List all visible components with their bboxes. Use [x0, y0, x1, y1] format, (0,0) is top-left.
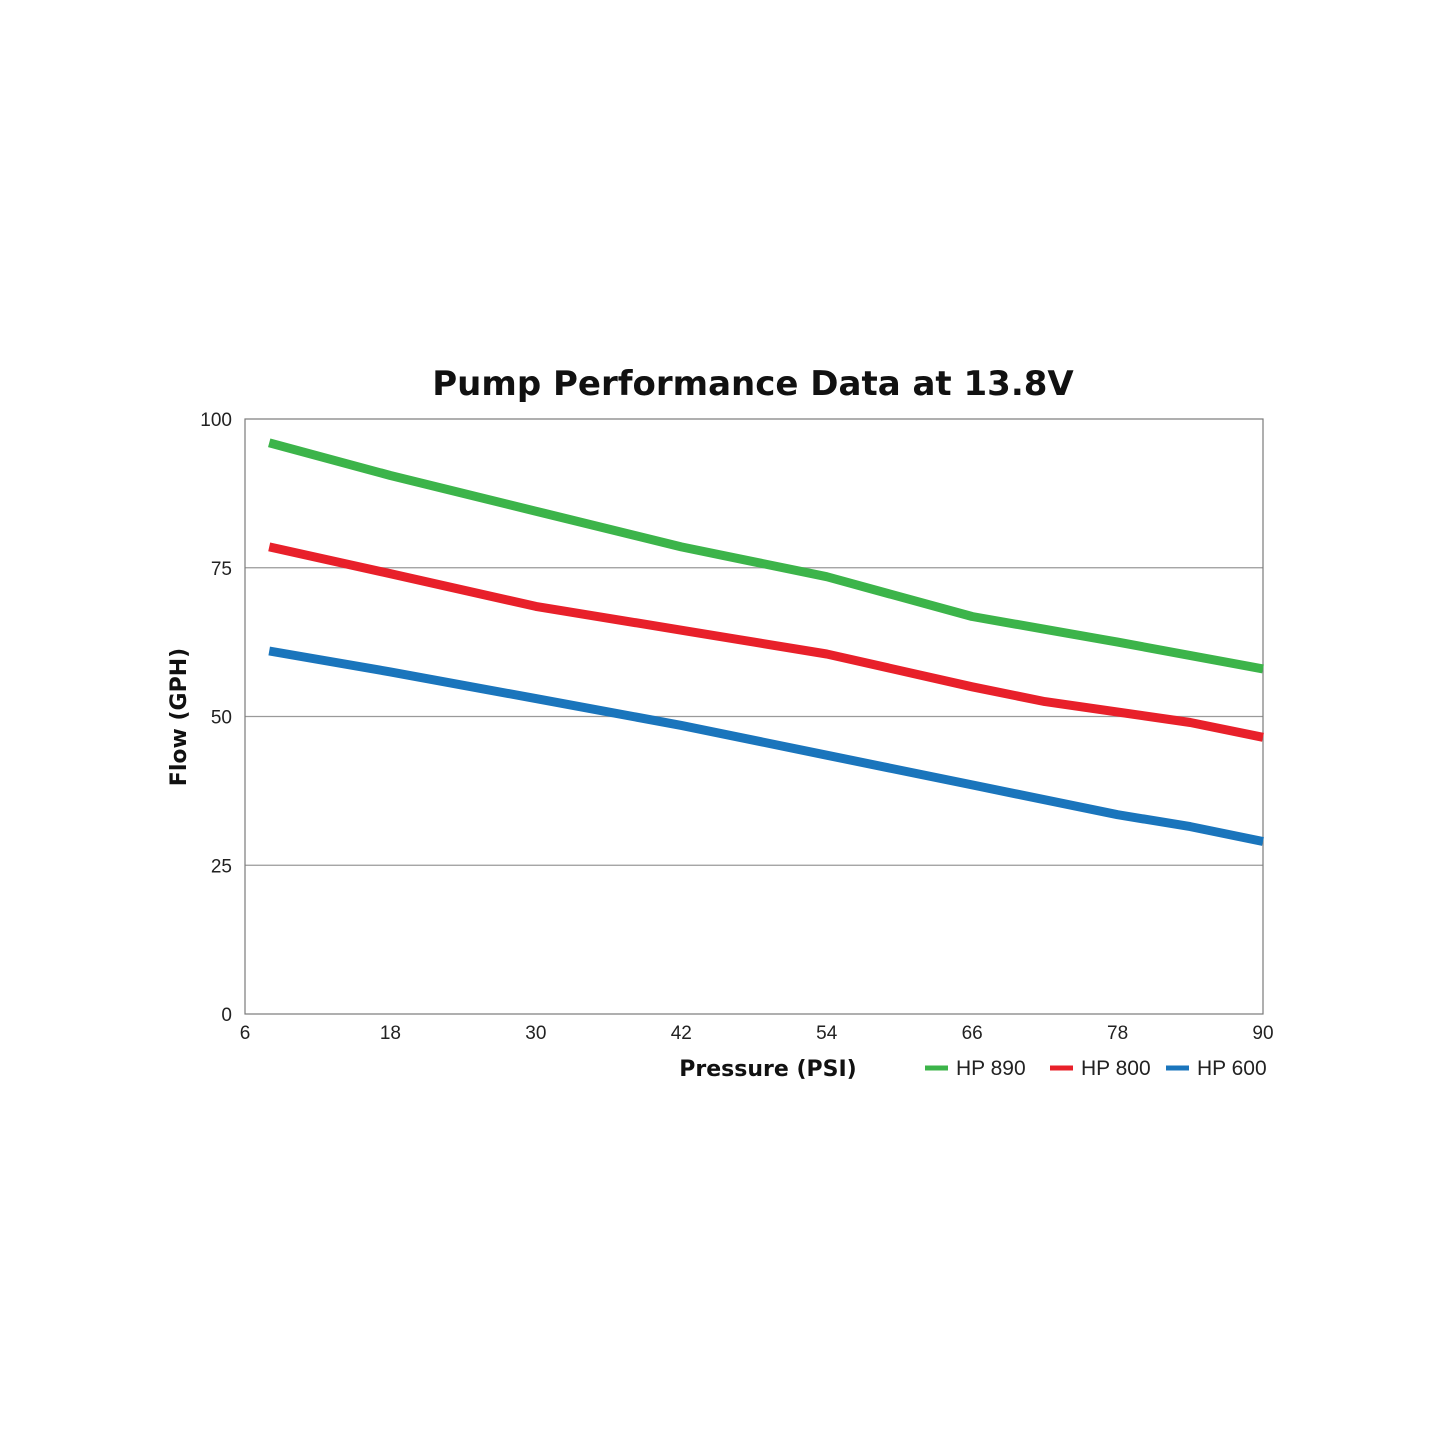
y-tick-label: 0 [221, 1005, 232, 1026]
x-tick-label: 54 [816, 1023, 838, 1044]
x-tick-label: 66 [962, 1023, 983, 1044]
y-tick-label: 75 [211, 559, 232, 580]
x-tick-label: 6 [240, 1023, 251, 1044]
legend-label: HP 600 [1197, 1057, 1267, 1080]
y-tick-labels: 0 25 50 75 100 [200, 410, 232, 1026]
x-tick-label: 18 [380, 1023, 401, 1044]
chart-title: Pump Performance Data at 13.8V [432, 364, 1074, 404]
plot-area-border [244, 418, 1264, 1015]
series-line-hp-890 [268, 438, 1264, 674]
series-lines [268, 438, 1264, 846]
legend-label: HP 800 [1081, 1057, 1151, 1080]
x-tick-label: 42 [671, 1023, 692, 1044]
legend-label: HP 890 [956, 1057, 1026, 1080]
series-line-hp-800 [268, 542, 1264, 742]
y-tick-label: 25 [211, 856, 232, 877]
gridlines [245, 567, 1263, 866]
x-tick-labels: 6 18 30 42 54 66 78 90 [240, 1023, 1274, 1044]
x-tick-label: 90 [1252, 1023, 1273, 1044]
y-axis-label: Flow (GPH) [167, 648, 192, 786]
y-tick-label: 50 [211, 708, 232, 729]
series-line-hp-600 [268, 646, 1264, 846]
x-axis-label: Pressure (PSI) [679, 1057, 856, 1082]
x-tick-label: 78 [1107, 1023, 1128, 1044]
x-tick-label: 30 [525, 1023, 546, 1044]
y-tick-label: 100 [200, 410, 232, 431]
legend: HP 890 HP 800 HP 600 [925, 1057, 1267, 1080]
